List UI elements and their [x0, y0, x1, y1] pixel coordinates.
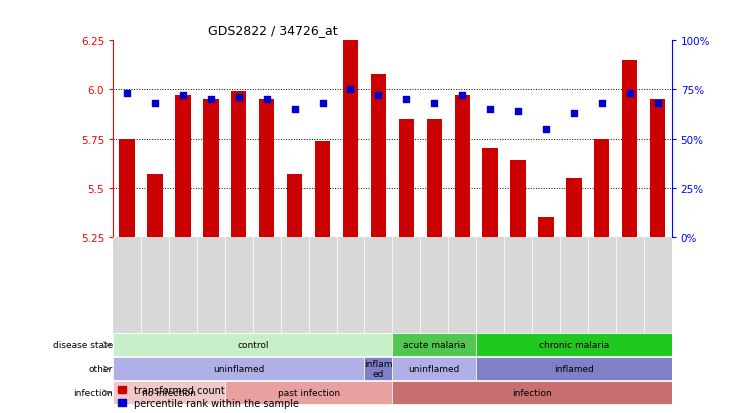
Bar	[364, 357, 393, 380]
Bar	[203, 100, 218, 237]
Bar	[120, 139, 135, 237]
Text: acute malaria: acute malaria	[403, 340, 466, 349]
Point	[317, 101, 328, 107]
Point	[205, 97, 217, 103]
Bar	[113, 357, 364, 380]
Bar	[426, 120, 442, 237]
Text: control: control	[237, 340, 269, 349]
Point	[233, 95, 245, 102]
Point	[540, 126, 552, 133]
Bar	[510, 161, 526, 237]
Bar	[113, 381, 225, 404]
Text: chronic malaria: chronic malaria	[539, 340, 609, 349]
Point	[456, 93, 468, 100]
Bar	[566, 178, 582, 237]
Bar	[483, 149, 498, 237]
Bar	[399, 120, 414, 237]
Text: infection: infection	[74, 388, 113, 397]
Text: uninflamed: uninflamed	[213, 364, 264, 373]
Text: GDS2822 / 34726_at: GDS2822 / 34726_at	[208, 24, 338, 37]
Bar	[175, 96, 191, 237]
Text: inflamed: inflamed	[554, 364, 593, 373]
Point	[652, 101, 664, 107]
Bar	[231, 92, 247, 237]
Text: no infection: no infection	[142, 388, 196, 397]
Bar	[622, 61, 637, 237]
Point	[289, 107, 301, 113]
Legend: transformed count, percentile rank within the sample: transformed count, percentile rank withi…	[118, 385, 299, 408]
Bar	[455, 96, 470, 237]
Point	[177, 93, 189, 100]
Bar	[538, 218, 553, 237]
Bar	[393, 357, 476, 380]
Bar	[259, 100, 274, 237]
Text: other: other	[89, 364, 113, 373]
Bar	[225, 381, 393, 404]
Bar	[343, 41, 358, 237]
Text: disease state: disease state	[53, 340, 113, 349]
Bar	[393, 381, 672, 404]
Bar	[650, 100, 665, 237]
Bar	[315, 141, 330, 237]
Bar	[476, 333, 672, 356]
Bar	[371, 75, 386, 237]
Point	[149, 101, 161, 107]
Text: uninflamed: uninflamed	[409, 364, 460, 373]
Text: inflam
ed: inflam ed	[364, 359, 393, 378]
Bar	[113, 333, 393, 356]
Point	[624, 91, 636, 97]
Point	[429, 101, 440, 107]
Point	[512, 109, 524, 115]
Bar	[594, 139, 610, 237]
Text: past infection: past infection	[277, 388, 339, 397]
Point	[484, 107, 496, 113]
Point	[261, 97, 272, 103]
Point	[121, 91, 133, 97]
Point	[568, 110, 580, 117]
Bar	[393, 333, 476, 356]
Point	[596, 101, 607, 107]
Point	[401, 97, 412, 103]
Bar	[147, 174, 163, 237]
Bar	[476, 357, 672, 380]
Bar	[287, 174, 302, 237]
Point	[345, 87, 356, 94]
Text: infection: infection	[512, 388, 552, 397]
Point	[372, 93, 384, 100]
